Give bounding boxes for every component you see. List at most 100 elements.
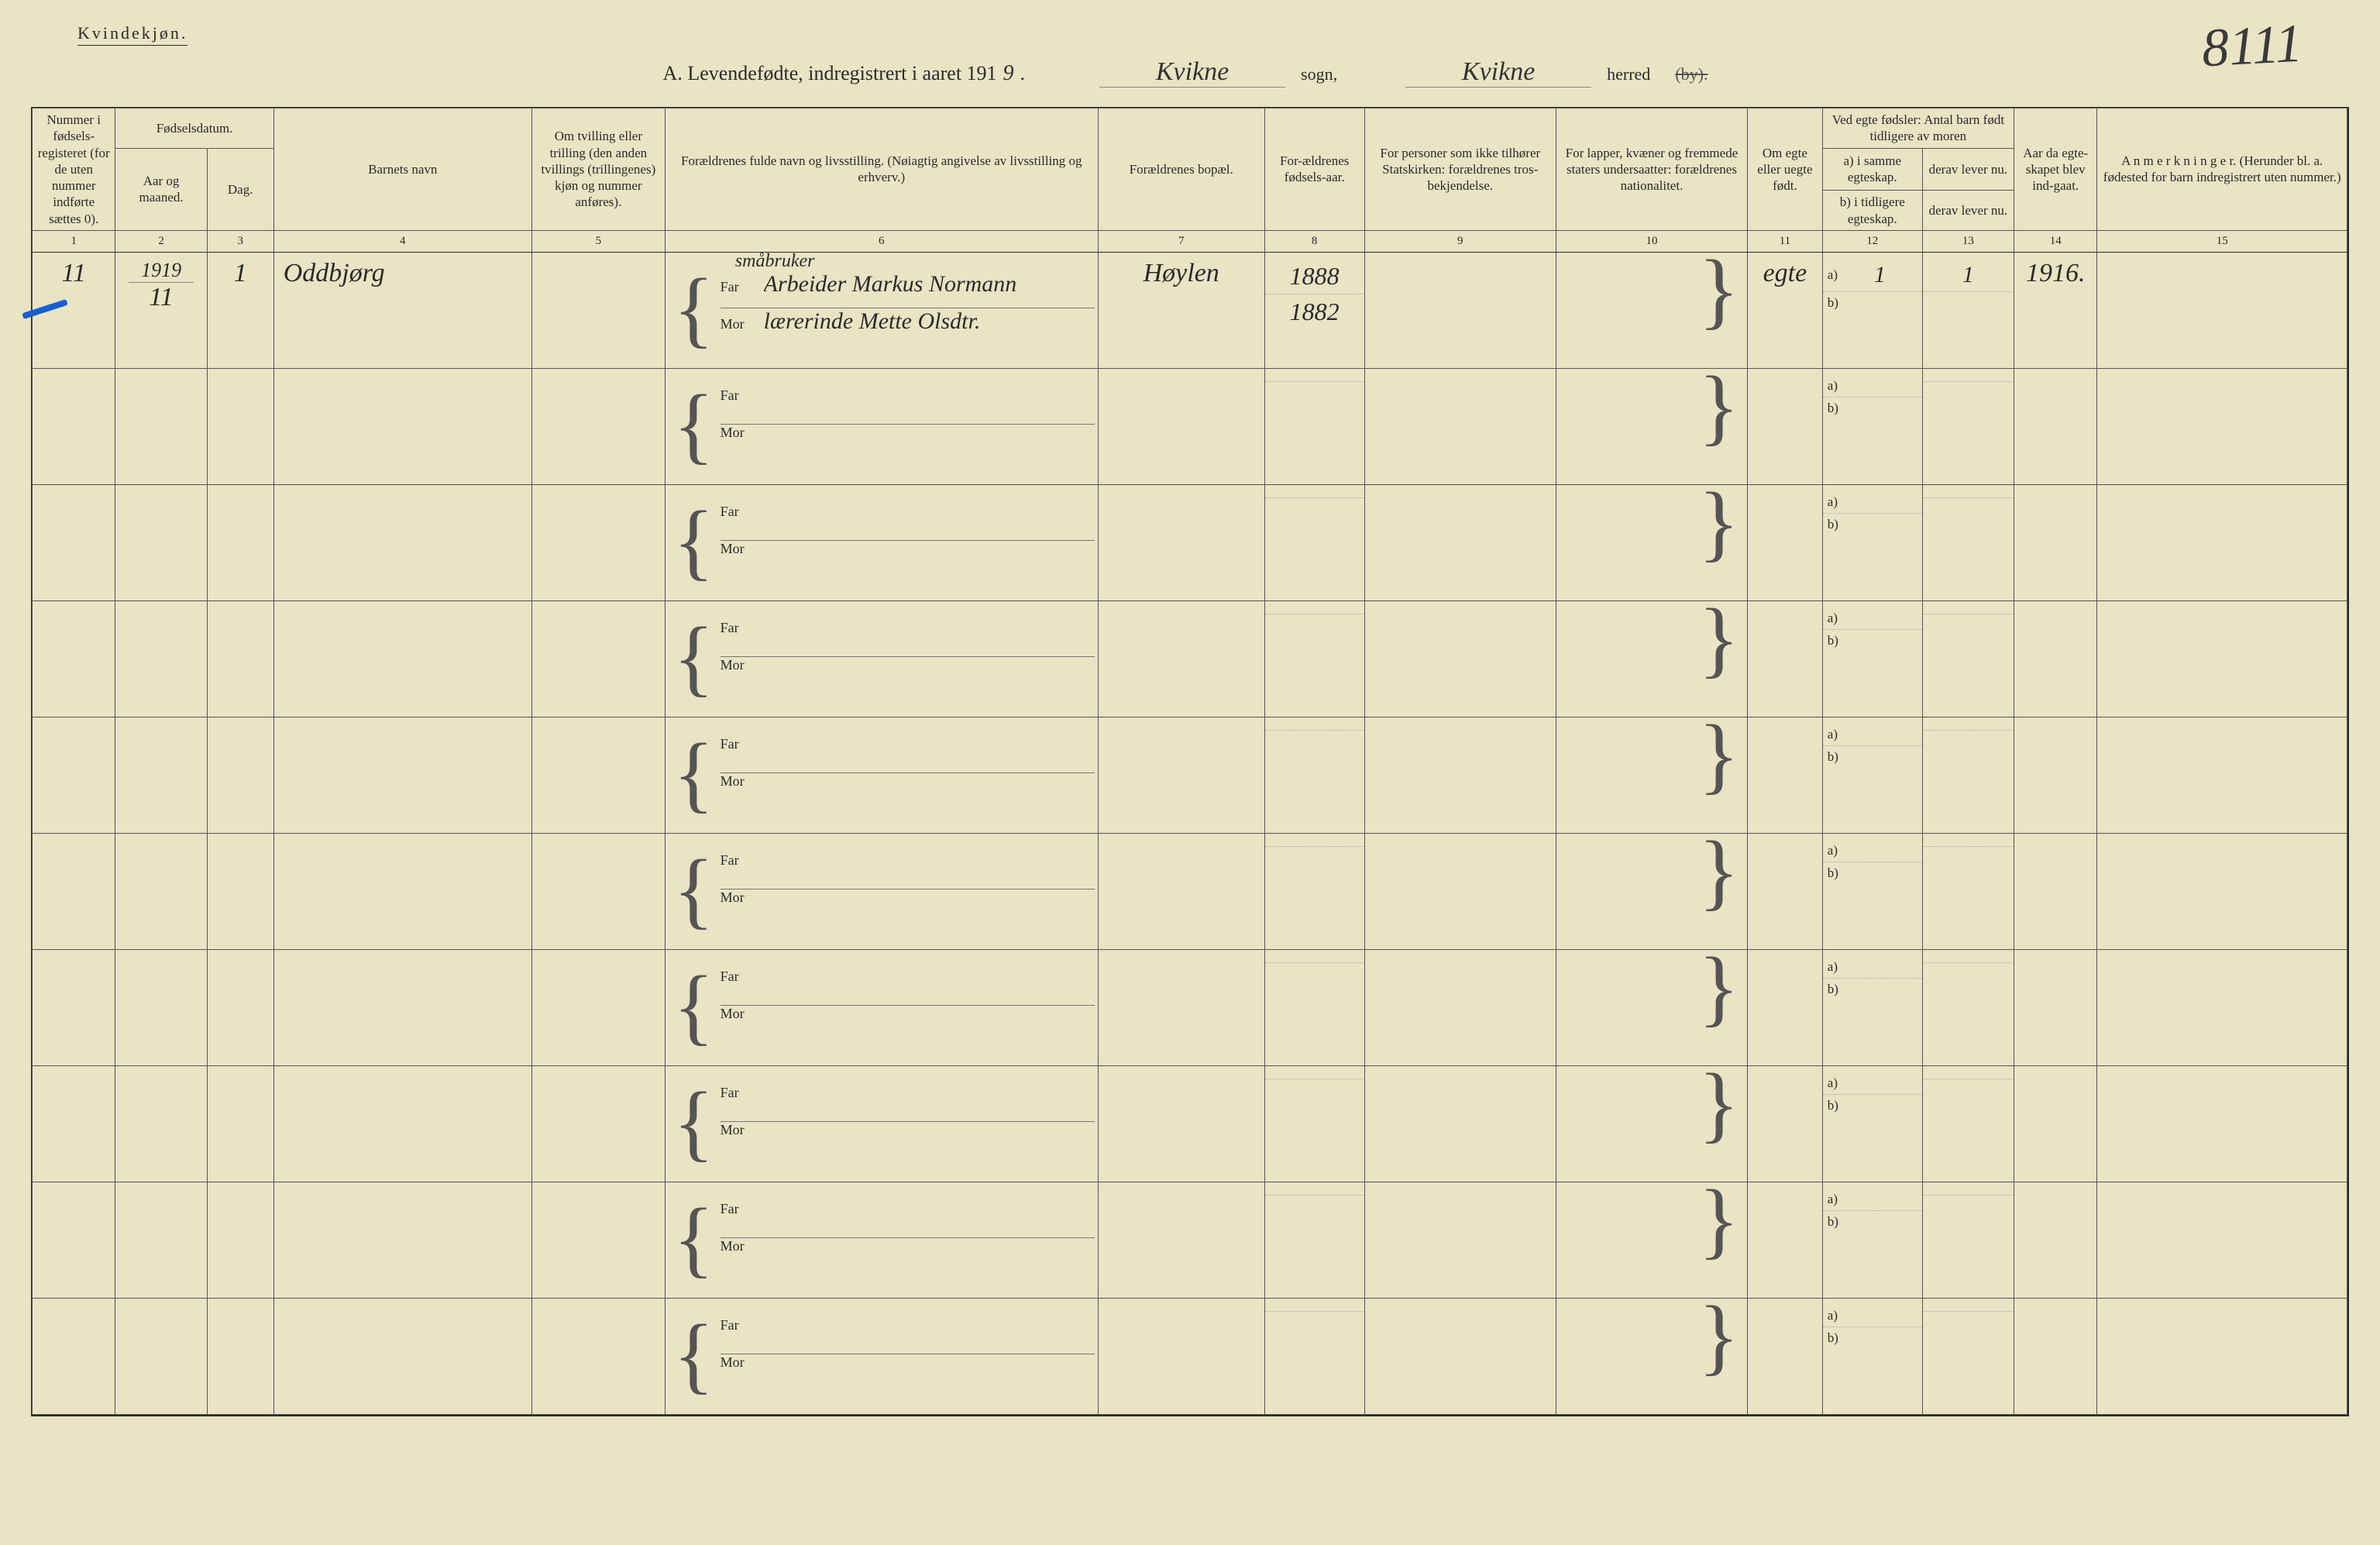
cell-day <box>207 717 273 833</box>
table-row: { Far Mor <box>33 1065 2347 1182</box>
brace-right-icon: } <box>1695 1080 1747 1127</box>
cell-day <box>207 600 273 717</box>
colnum: 11 <box>1748 230 1823 252</box>
far-label: Far <box>721 279 756 295</box>
note-above: småbruker <box>735 251 815 272</box>
table-body: 11 1919 11 1 Oddbjørg småbruker { Far Ar… <box>33 252 2347 1414</box>
cell-day <box>207 949 273 1065</box>
cell-marriage-year <box>2014 1298 2096 1414</box>
cell-twin <box>531 1065 665 1182</box>
title-period: . <box>1020 62 1026 85</box>
cell-marriage-year: 1916. <box>2014 252 2096 368</box>
page-top: Kvindekjøn. 8111 <box>31 23 2349 46</box>
mor-label: Mor <box>721 1354 756 1371</box>
cell-twin <box>531 833 665 949</box>
nat-value <box>1556 383 1695 430</box>
cell-12: a) b) <box>1822 1065 1922 1182</box>
cell-12: a) b) <box>1822 1182 1922 1298</box>
cell-marriage-year <box>2014 949 2096 1065</box>
cell-month <box>115 484 207 600</box>
cell-month <box>115 600 207 717</box>
cell-parents: { Far Mor <box>665 484 1098 600</box>
val-month: 11 <box>149 283 173 312</box>
register-table: Nummer i fødsels-registeret (for de uten… <box>32 108 2347 1415</box>
hdr-12a: a) i samme egteskap. <box>1822 148 1922 191</box>
cell-remarks <box>2097 600 2347 717</box>
hdr-10: For lapper, kvæner og fremmede staters u… <box>1556 108 1747 231</box>
cell-parent-years <box>1264 368 1364 484</box>
cell-month: 1919 11 <box>115 252 207 368</box>
cell-religion <box>1364 1182 1556 1298</box>
cell-legit <box>1748 1182 1823 1298</box>
table-row: { Far Mor <box>33 600 2347 717</box>
cell-residence <box>1098 833 1264 949</box>
cell-legit <box>1748 833 1823 949</box>
cell-remarks <box>2097 252 2347 368</box>
cell-child <box>273 833 531 949</box>
cell-nationality: } <box>1556 717 1747 833</box>
nat-value <box>1556 1196 1695 1244</box>
far-label: Far <box>721 1317 756 1333</box>
mor-year: 1882 <box>1290 298 1340 326</box>
a-label: a) <box>1828 727 1838 742</box>
table-header: Nummer i fødsels-registeret (for de uten… <box>33 108 2347 253</box>
brace-left-icon: { <box>666 615 717 699</box>
brace-right-icon: } <box>1695 267 1747 314</box>
cell-marriage-year <box>2014 1065 2096 1182</box>
colnum: 15 <box>2097 230 2347 252</box>
brace-right-icon: } <box>1695 1313 1747 1360</box>
hdr-15: A n m e r k n i n g e r. (Herunder bl. a… <box>2097 108 2347 231</box>
district-value: Kvikne <box>1405 57 1591 88</box>
cell-marriage-year <box>2014 717 2096 833</box>
cell-month <box>115 717 207 833</box>
cell-num <box>33 833 115 949</box>
table-row: { Far Mor <box>33 1298 2347 1414</box>
cell-day <box>207 1182 273 1298</box>
cell-residence <box>1098 949 1264 1065</box>
cell-parent-years <box>1264 949 1364 1065</box>
far-label: Far <box>721 387 756 404</box>
title-prefix: A. Levendefødte, indregistrert i aaret 1… <box>663 62 997 85</box>
cell-twin <box>531 252 665 368</box>
cell-residence: Høylen <box>1098 252 1264 368</box>
cell-legit <box>1748 484 1823 600</box>
far-value: Arbeider Markus Normann <box>764 271 1095 298</box>
cell-residence <box>1098 368 1264 484</box>
cell-nationality: } <box>1556 252 1747 368</box>
cell-parent-years <box>1264 1298 1364 1414</box>
a-label: a) <box>1828 1075 1838 1091</box>
mor-label: Mor <box>721 541 756 557</box>
table-row: { Far Mor <box>33 368 2347 484</box>
nat-value <box>1556 499 1695 546</box>
mor-label: Mor <box>721 773 756 790</box>
colnum: 6 <box>665 230 1098 252</box>
cell-month <box>115 1298 207 1414</box>
b-label: b) <box>1828 401 1838 416</box>
cell-child <box>273 717 531 833</box>
brace-right-icon: } <box>1695 731 1747 779</box>
cell-12: a) b) <box>1822 600 1922 717</box>
b-label: b) <box>1828 295 1838 311</box>
hdr-7: Forældrenes bopæl. <box>1098 108 1264 231</box>
mor-label: Mor <box>721 425 756 441</box>
cell-child <box>273 484 531 600</box>
val-year-top: 1919 <box>129 259 194 283</box>
cell-child <box>273 600 531 717</box>
cell-num <box>33 1298 115 1414</box>
cell-nationality: } <box>1556 484 1747 600</box>
cell-month <box>115 1182 207 1298</box>
brace-left-icon: { <box>666 1313 717 1396</box>
hdr-2b: Dag. <box>207 148 273 230</box>
cell-12: a)1 b) <box>1822 252 1922 368</box>
cell-num <box>33 717 115 833</box>
b-label: b) <box>1828 749 1838 765</box>
brace-left-icon: { <box>666 848 717 931</box>
table-row: { Far Mor <box>33 949 2347 1065</box>
cell-parents: { Far Mor <box>665 833 1098 949</box>
far-label: Far <box>721 736 756 752</box>
cell-twin <box>531 717 665 833</box>
hdr-13b: derav lever nu. <box>1922 191 2014 231</box>
cell-day <box>207 484 273 600</box>
cell-13 <box>1922 1182 2014 1298</box>
cell-religion <box>1364 1065 1556 1182</box>
